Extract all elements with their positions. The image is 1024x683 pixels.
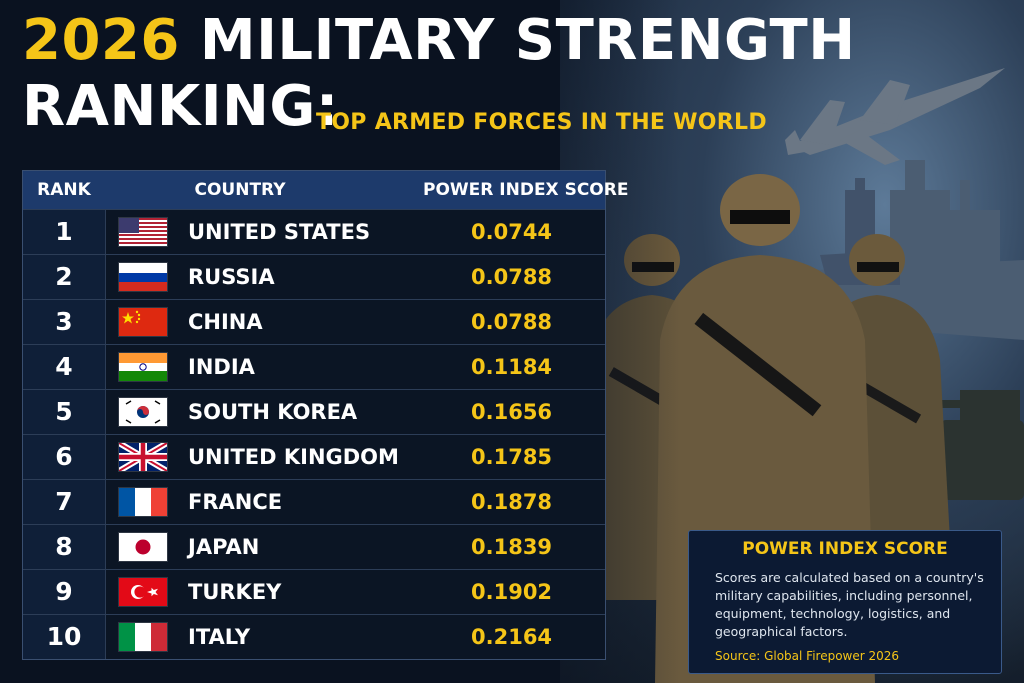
japan-flag-icon [119, 533, 167, 561]
rank-cell: 6 [23, 435, 106, 479]
us-flag-icon [119, 218, 167, 246]
score-cell: 0.0788 [471, 265, 553, 289]
table-row: 1 UNITED STATES 0.0744 [23, 209, 605, 254]
rank-cell: 4 [23, 345, 106, 389]
rank-cell: 9 [23, 570, 106, 614]
rank-cell: 10 [23, 615, 106, 659]
table-row: 10 ITALY 0.2164 [23, 614, 605, 659]
score-cell: 0.2164 [471, 625, 553, 649]
title-line1: MILITARY STRENGTH [199, 8, 856, 73]
country-cell: CHINA [188, 310, 263, 334]
column-header-country: COUNTRY [194, 180, 286, 200]
table-header: RANK COUNTRY POWER INDEX SCORE [23, 171, 629, 209]
table-row: 5 SOUTH KOREA 0.1656 [23, 389, 605, 434]
score-cell: 0.1656 [471, 400, 553, 424]
country-cell: INDIA [188, 355, 255, 379]
rank-cell: 5 [23, 390, 106, 434]
italy-flag-icon [119, 623, 167, 651]
score-cell: 0.1902 [471, 580, 553, 604]
page-title: 2026 MILITARY STRENGTH RANKING: [22, 8, 856, 140]
table-row: 9 TURKEY 0.1902 [23, 569, 605, 614]
country-cell: SOUTH KOREA [188, 400, 358, 424]
rank-cell: 1 [23, 210, 106, 254]
russia-flag-icon [119, 263, 167, 291]
south-korea-flag-icon [119, 398, 167, 426]
score-cell: 0.0788 [471, 310, 553, 334]
info-body: Scores are calculated based on a country… [715, 570, 984, 639]
country-cell: ITALY [188, 625, 251, 649]
country-cell: UNITED STATES [188, 220, 371, 244]
rank-cell: 3 [23, 300, 106, 344]
title-year: 2026 [22, 8, 180, 73]
rank-cell: 2 [23, 255, 106, 299]
info-title: POWER INDEX SCORE [742, 539, 948, 559]
country-cell: JAPAN [188, 535, 260, 559]
info-box: POWER INDEX SCORE Scores are calculated … [688, 530, 1002, 674]
table-row: 7 FRANCE 0.1878 [23, 479, 605, 524]
column-header-score: POWER INDEX SCORE [423, 180, 629, 200]
table-row: 6 UNITED KINGDOM 0.1785 [23, 434, 605, 479]
india-flag-icon [119, 353, 167, 381]
rank-cell: 7 [23, 480, 106, 524]
column-header-rank: RANK [37, 180, 91, 200]
rank-cell: 8 [23, 525, 106, 569]
table-row: 4 INDIA 0.1184 [23, 344, 605, 389]
score-cell: 0.1878 [471, 490, 553, 514]
info-source: Source: Global Firepower 2026 [715, 649, 900, 663]
country-cell: RUSSIA [188, 265, 275, 289]
country-cell: TURKEY [188, 580, 282, 604]
score-cell: 0.1785 [471, 445, 553, 469]
page-subtitle: TOP ARMED FORCES IN THE WORLD [316, 110, 767, 135]
country-cell: FRANCE [188, 490, 283, 514]
table-row: 2 RUSSIA 0.0788 [23, 254, 605, 299]
fighter-jet-icon [785, 68, 1005, 165]
table-row: 8 JAPAN 0.1839 [23, 524, 605, 569]
score-cell: 0.1839 [471, 535, 553, 559]
title-line2: RANKING: [22, 74, 339, 139]
tank-icon [920, 390, 1024, 500]
country-cell: UNITED KINGDOM [188, 445, 399, 469]
score-cell: 0.1184 [471, 355, 553, 379]
ranking-table: RANK COUNTRY POWER INDEX SCORE 1 UNITED S… [22, 170, 629, 660]
china-flag-icon [119, 308, 167, 336]
france-flag-icon [119, 488, 167, 516]
uk-flag-icon [119, 443, 167, 471]
score-cell: 0.0744 [471, 220, 553, 244]
turkey-flag-icon [119, 578, 167, 606]
table-row: 3 CHINA 0.0788 [23, 299, 605, 344]
